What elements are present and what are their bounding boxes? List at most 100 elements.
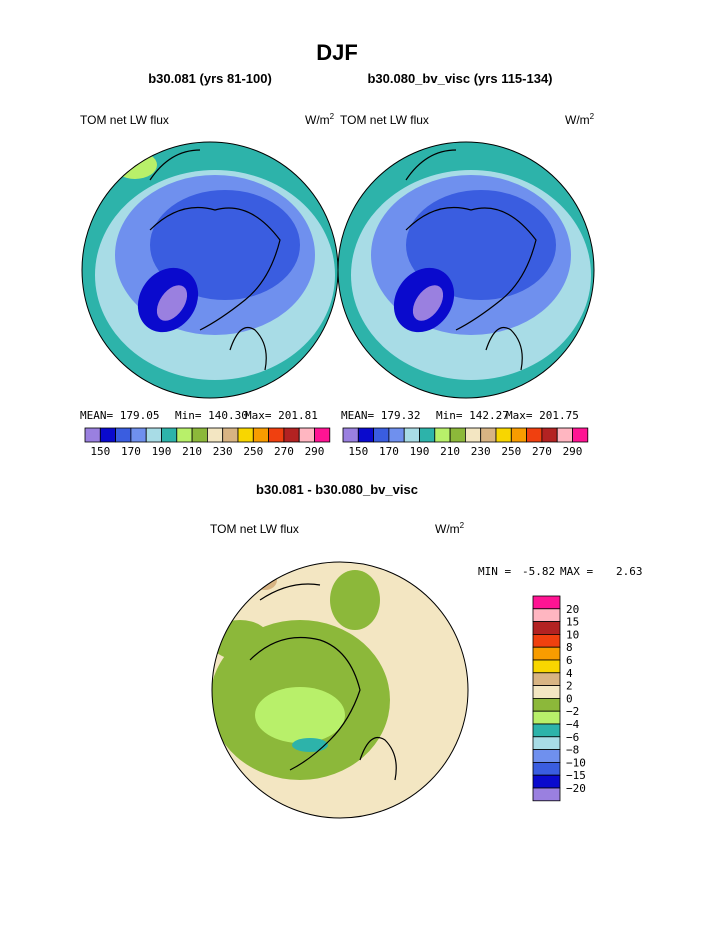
- units: W/m: [305, 113, 330, 127]
- colorbar-label: 15: [566, 616, 579, 629]
- colorbar-label: −8: [566, 744, 579, 757]
- colorbar-box: [388, 427, 405, 443]
- colorbar-box: [283, 427, 300, 443]
- units: W/m: [565, 113, 590, 127]
- colorbar-label: −2: [566, 705, 579, 718]
- variable-label: TOM net LW flux: [210, 522, 299, 536]
- stat-min: Min= 142.27: [436, 409, 509, 422]
- map-border: [211, 561, 469, 819]
- colorbar-box: [510, 427, 527, 443]
- colorbar-label: 190: [410, 445, 430, 458]
- colorbar-label: 150: [348, 445, 368, 458]
- colorbar-box: [206, 427, 224, 443]
- variable-label: TOM net LW flux: [80, 113, 169, 127]
- panel-title: b30.080_bv_visc (yrs 115-134): [367, 71, 552, 86]
- colorbar-box: [532, 621, 561, 635]
- colorbar-box: [532, 787, 561, 802]
- colorbar-label: −6: [566, 731, 579, 744]
- colorbar-box: [532, 595, 561, 610]
- colorbar-box: [342, 427, 359, 443]
- colorbar-label: 170: [379, 445, 399, 458]
- colorbar-box: [532, 646, 561, 661]
- units-label: W/m2: [435, 521, 465, 536]
- panel-title: b30.081 (yrs 81-100): [148, 71, 272, 86]
- colorbar-box: [532, 685, 561, 699]
- units-label: W/m2: [305, 112, 335, 127]
- colorbar-box: [572, 427, 589, 443]
- colorbar-box: [480, 427, 497, 443]
- colorbar-box: [145, 427, 162, 443]
- colorbar-label: 4: [566, 667, 573, 680]
- colorbar-box: [532, 710, 561, 725]
- max-value: 2.63: [616, 565, 643, 578]
- variable-label: TOM net LW flux: [340, 113, 429, 127]
- colorbar-box: [532, 672, 561, 686]
- colorbar-label: 8: [566, 641, 573, 654]
- colorbar-label: 290: [305, 445, 325, 458]
- colorbar-box: [532, 698, 561, 712]
- colorbar-box: [532, 608, 561, 622]
- map: [338, 142, 594, 398]
- colorbar-box: [161, 427, 178, 443]
- colorbar-label: 10: [566, 628, 579, 641]
- colorbar-label: −20: [566, 782, 586, 795]
- map-border: [337, 141, 595, 399]
- colorbar-box: [314, 427, 331, 443]
- colorbar-box: [222, 427, 239, 443]
- colorbar-box: [237, 427, 254, 443]
- colorbar-label: 6: [566, 654, 573, 667]
- min-label: MIN =: [478, 565, 511, 578]
- colorbar-label: −15: [566, 769, 586, 782]
- colorbar-label: 270: [532, 445, 552, 458]
- colorbar-label: 250: [243, 445, 263, 458]
- colorbar-box: [532, 774, 561, 789]
- colorbar-box: [252, 427, 270, 443]
- colorbar-box: [532, 634, 561, 648]
- max-label: MAX =: [560, 565, 593, 578]
- colorbar-box: [526, 427, 543, 443]
- colorbar-box: [298, 427, 315, 443]
- stat-mean: MEAN= 179.32: [341, 409, 420, 422]
- colorbar-box: [115, 427, 132, 443]
- colorbar-label: 250: [501, 445, 521, 458]
- colorbar-box: [532, 659, 561, 674]
- difference-title: b30.081 - b30.080_bv_visc: [256, 482, 418, 497]
- colorbar-label: 210: [182, 445, 202, 458]
- colorbar-label: 270: [274, 445, 294, 458]
- colorbar-box: [449, 427, 466, 443]
- colorbar-box: [99, 427, 117, 443]
- colorbar-label: 290: [563, 445, 583, 458]
- colorbar-label: −4: [566, 718, 580, 731]
- colorbar-box: [268, 427, 285, 443]
- map: [212, 562, 468, 818]
- units-label: W/m2: [565, 112, 595, 127]
- colorbar-box: [541, 427, 558, 443]
- colorbar-label: 230: [213, 445, 233, 458]
- colorbar-box: [464, 427, 482, 443]
- units: W/m: [435, 522, 460, 536]
- stat-min: Min= 140.30: [175, 409, 248, 422]
- stat-max: Max= 201.81: [245, 409, 318, 422]
- figure-title: DJF: [316, 40, 358, 65]
- colorbar-label: 230: [471, 445, 491, 458]
- colorbar-label: −10: [566, 756, 586, 769]
- colorbar-label: 190: [152, 445, 172, 458]
- colorbar-label: 20: [566, 603, 579, 616]
- colorbar-box: [532, 749, 561, 763]
- colorbar-label: 150: [90, 445, 110, 458]
- colorbar-box: [84, 427, 101, 443]
- units-power: 2: [590, 112, 595, 121]
- colorbar-box: [357, 427, 374, 443]
- colorbar-box: [532, 723, 561, 738]
- colorbar-box: [176, 427, 193, 443]
- colorbar-box: [373, 427, 390, 443]
- colorbar-box: [130, 427, 147, 443]
- colorbar-box: [532, 736, 561, 750]
- colorbar-label: 170: [121, 445, 141, 458]
- map: [82, 142, 338, 398]
- stat-mean: MEAN= 179.05: [80, 409, 159, 422]
- units-power: 2: [330, 112, 335, 121]
- units-power: 2: [460, 521, 465, 530]
- colorbar-box: [495, 427, 512, 443]
- colorbar: 150 170 190 210 230 250 270 290: [342, 427, 589, 458]
